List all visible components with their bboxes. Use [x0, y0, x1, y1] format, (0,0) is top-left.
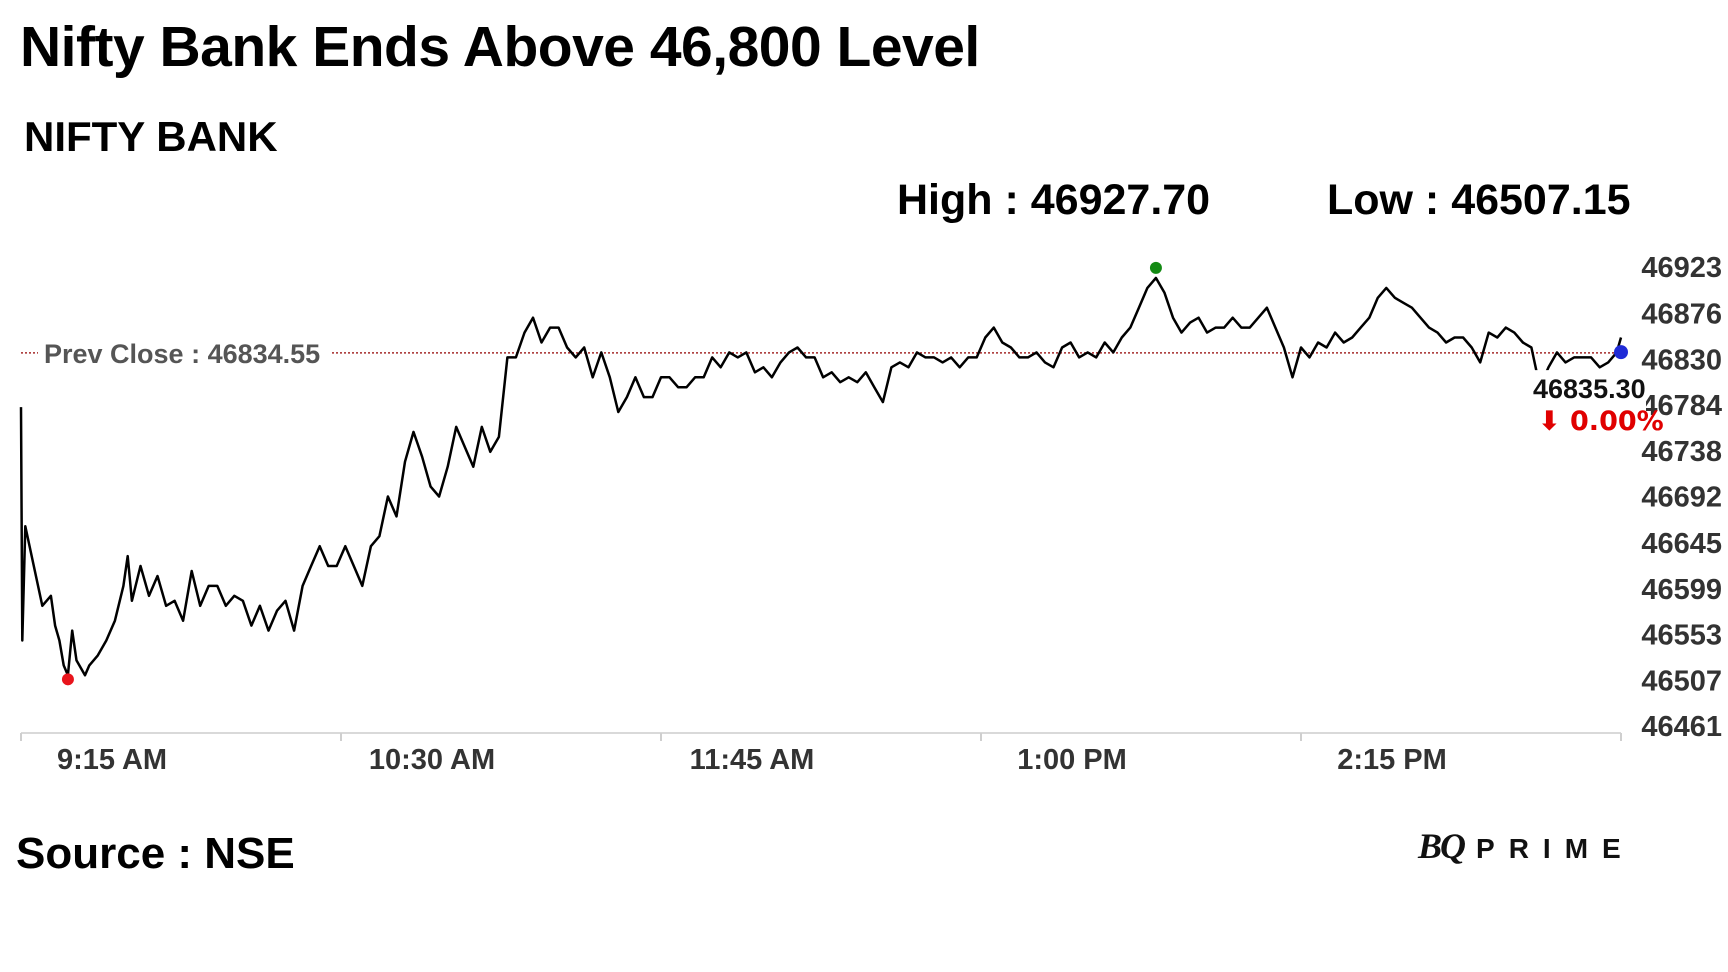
source-label: Source : NSE: [16, 829, 295, 878]
y-tick-label: 46784: [1641, 390, 1722, 422]
chart-subtitle: NIFTY BANK: [24, 113, 278, 160]
last-marker: [1614, 345, 1628, 360]
high-label: High : 46927.70: [897, 176, 1211, 224]
y-tick-label: 46599: [1641, 574, 1722, 606]
brand-bq: BQ: [1418, 826, 1466, 866]
brand-logo: BQ PRIME: [1418, 825, 1635, 867]
y-tick-label: 46461: [1641, 711, 1722, 743]
brand-prime: PRIME: [1476, 833, 1635, 864]
x-tick-label: 1:00 PM: [1017, 744, 1127, 776]
y-tick-label: 46876: [1641, 299, 1722, 331]
x-tick-label: 2:15 PM: [1337, 744, 1447, 776]
x-tick-label: 10:30 AM: [369, 744, 495, 776]
low-label: Low : 46507.15: [1327, 176, 1631, 224]
y-tick-label: 46738: [1641, 436, 1722, 468]
y-tick-label: 46553: [1641, 620, 1722, 652]
last-value-label: 46835.30: [1533, 374, 1646, 404]
x-tick-label: 11:45 AM: [690, 744, 815, 776]
y-tick-label: 46830: [1641, 344, 1722, 376]
prev-close-label: Prev Close : 46834.55: [44, 339, 320, 369]
x-tick-label: 9:15 AM: [57, 744, 167, 776]
y-tick-label: 46692: [1641, 482, 1722, 514]
low-marker: [61, 673, 74, 686]
y-tick-label: 46923: [1641, 252, 1722, 284]
chart-title: Nifty Bank Ends Above 46,800 Level: [20, 15, 980, 79]
price-line: [19, 276, 1623, 677]
y-tick-label: 46507: [1641, 665, 1722, 697]
high-marker: [1149, 261, 1162, 274]
last-value-box: [1528, 370, 1646, 437]
y-tick-label: 46645: [1641, 528, 1722, 560]
change-label: ⬇ 0.00%: [1538, 406, 1664, 437]
